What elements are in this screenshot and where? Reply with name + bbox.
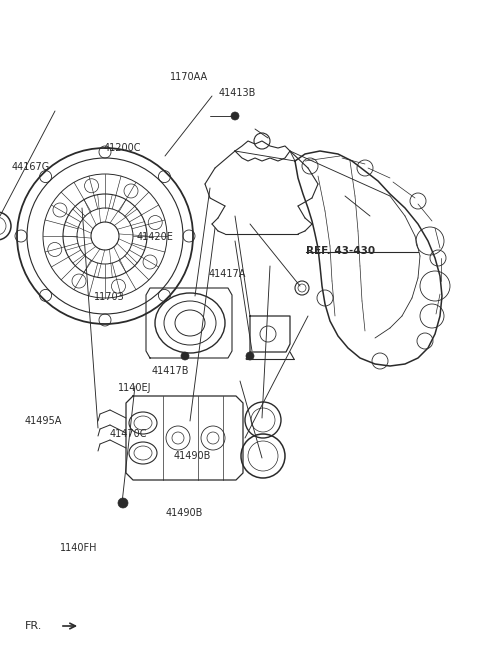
Text: 41417A: 41417A bbox=[209, 268, 246, 279]
Text: 41417B: 41417B bbox=[151, 365, 189, 376]
Text: 41420E: 41420E bbox=[137, 232, 174, 243]
Text: REF. 43-430: REF. 43-430 bbox=[306, 246, 375, 256]
Text: 41495A: 41495A bbox=[25, 416, 62, 426]
Text: 41490B: 41490B bbox=[174, 451, 211, 461]
Text: 41490B: 41490B bbox=[166, 508, 203, 518]
Text: 41413B: 41413B bbox=[218, 88, 256, 98]
Circle shape bbox=[181, 352, 189, 360]
Text: FR.: FR. bbox=[25, 621, 42, 631]
Text: 1170AA: 1170AA bbox=[170, 72, 208, 82]
Text: 1140FH: 1140FH bbox=[60, 543, 97, 553]
Text: 41200C: 41200C bbox=[103, 142, 141, 153]
Text: 41470C: 41470C bbox=[109, 429, 147, 440]
Circle shape bbox=[118, 498, 128, 508]
Text: 1140EJ: 1140EJ bbox=[118, 383, 151, 394]
Circle shape bbox=[246, 352, 254, 360]
Text: 11703: 11703 bbox=[94, 291, 124, 302]
Text: 44167G: 44167G bbox=[12, 162, 50, 173]
Circle shape bbox=[231, 112, 239, 120]
